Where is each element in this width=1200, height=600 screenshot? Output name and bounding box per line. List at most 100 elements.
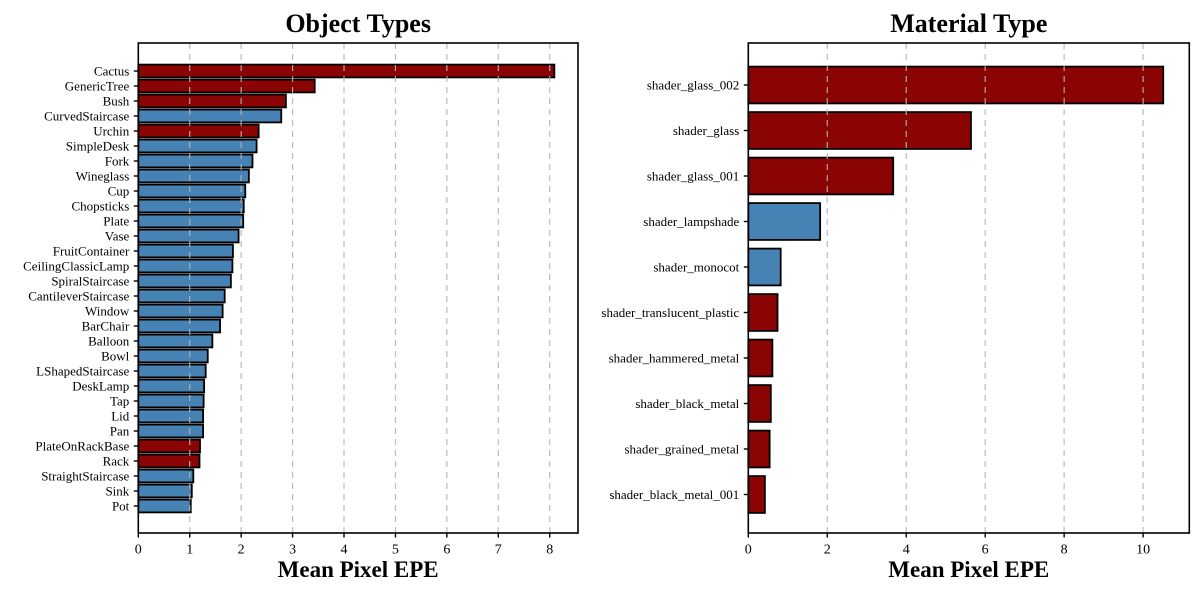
bar-GenericTree: [137, 78, 316, 94]
category-label: BarChair: [82, 319, 130, 334]
bar-Plate: [137, 213, 245, 229]
category-label: shader_black_metal: [635, 396, 739, 411]
category-label: Cactus: [94, 64, 129, 79]
category-label: CantileverStaircase: [28, 289, 129, 304]
category-label: Chopsticks: [72, 199, 130, 214]
bar-FruitContainer: [137, 243, 234, 259]
object-types-panel: 0 1 2 3 4 5 6 7 8 Cactus GenericTree Bush CurvedStai…: [23, 9, 579, 582]
category-label: Bush: [103, 94, 130, 109]
category-label: Lid: [111, 409, 130, 424]
x-tick-label: 6: [443, 543, 450, 558]
category-label: Vase: [105, 229, 130, 244]
bar-BarChair: [137, 318, 221, 334]
bar-SpiralStaircase: [137, 273, 232, 289]
category-label: shader_glass: [673, 123, 739, 138]
bar-Bowl: [137, 348, 209, 364]
axis-frame: [747, 42, 1191, 534]
bar-Bush: [137, 93, 287, 109]
category-label: Cup: [108, 184, 130, 199]
x-tick-label: 10: [1136, 543, 1150, 558]
x-tick-label: 3: [289, 543, 296, 558]
x-tick-label: 5: [392, 543, 399, 558]
bar-shader_glass: [747, 111, 972, 150]
category-label: Wineglass: [76, 169, 130, 184]
category-label: shader_grained_metal: [625, 442, 740, 457]
bar-LShapedStaircase: [137, 363, 207, 379]
category-label: Urchin: [93, 124, 130, 139]
bar-CeilingClassicLamp: [137, 258, 234, 274]
bar-Chopsticks: [137, 198, 245, 214]
category-label: shader_hammered_metal: [609, 351, 740, 366]
category-label: shader_glass_001: [647, 169, 739, 184]
bar-Wineglass: [137, 168, 250, 184]
category-label: Fork: [105, 154, 130, 169]
bar-shader_lampshade: [747, 202, 822, 241]
bar-shader_glass_001: [747, 156, 895, 196]
x-tick-label: 1: [186, 543, 193, 558]
category-label: StraightStaircase: [41, 469, 129, 484]
x-tick-label: 2: [238, 543, 245, 558]
bar-Vase: [137, 228, 240, 244]
bar-shader_glass_002: [747, 65, 1165, 105]
category-label: SimpleDesk: [66, 139, 130, 154]
axis-frame: [137, 42, 579, 534]
x-axis-label: Mean Pixel EPE: [888, 557, 1049, 582]
chart-title: Material Type: [890, 9, 1047, 38]
category-label: PlateOnRackBase: [35, 439, 129, 454]
category-label: Rack: [103, 454, 130, 469]
category-label: FruitContainer: [53, 244, 130, 259]
object-types-chart: 0 1 2 3 4 5 6 7 8 CactusGenericTreeBushCurvedStai…: [23, 9, 579, 582]
bar-SimpleDesk: [137, 138, 258, 154]
bar-shader_monocot: [747, 247, 782, 287]
category-label: Sink: [105, 484, 129, 499]
x-tick-label: 4: [903, 543, 910, 558]
x-tick-label: 4: [341, 543, 348, 558]
x-tick-label: 6: [982, 543, 989, 558]
material-type-panel: 0 2 4 6 8 10 shader_glass_002 shader_glass shade…: [600, 0, 1200, 600]
bar-shader_hammered_metal: [747, 338, 774, 378]
category-label: Balloon: [88, 334, 130, 349]
category-label: SpiralStaircase: [51, 274, 129, 289]
bar-PlateOnRackBase: [137, 438, 201, 454]
bar-Pot: [137, 498, 192, 514]
category-label: CeilingClassicLamp: [23, 259, 129, 274]
bar-Pan: [137, 423, 204, 439]
category-label: shader_lampshade: [643, 214, 739, 229]
category-label: shader_black_metal_001: [609, 487, 739, 502]
bar-CantileverStaircase: [137, 288, 226, 304]
category-label: shader_monocot: [653, 260, 739, 275]
category-label: Tap: [110, 394, 129, 409]
bar-Fork: [137, 153, 254, 169]
bar-Lid: [137, 408, 204, 424]
x-tick-label: 0: [135, 543, 142, 558]
category-label: DeskLamp: [72, 379, 129, 394]
bar-shader_grained_metal: [747, 429, 771, 469]
bar-DeskLamp: [137, 378, 206, 394]
category-label: CurvedStaircase: [44, 109, 129, 124]
category-label: shader_translucent_plastic: [601, 305, 739, 320]
bar-Sink: [137, 483, 193, 499]
chart-title: Object Types: [285, 9, 431, 38]
x-axis-label: Mean Pixel EPE: [278, 557, 439, 582]
category-label: shader_glass_002: [647, 78, 739, 93]
category-label: GenericTree: [65, 79, 130, 94]
bar-Cactus: [137, 63, 556, 79]
category-label: Window: [85, 304, 130, 319]
material-type-chart: 0 2 4 6 8 10 shader_glass_002 shader_glassshade…: [601, 9, 1191, 582]
category-label: Plate: [103, 214, 129, 229]
x-tick-label: 7: [495, 543, 502, 558]
bar-Cup: [137, 183, 247, 199]
x-tick-label: 8: [1061, 543, 1068, 558]
bar-shader_black_metal_001: [747, 475, 766, 514]
category-label: Pot: [112, 499, 130, 514]
category-label: LShapedStaircase: [36, 364, 129, 379]
category-label: Bowl: [101, 349, 130, 364]
x-tick-label: 0: [745, 543, 752, 558]
bar-Tap: [137, 393, 205, 409]
bar-StraightStaircase: [137, 468, 195, 484]
bar-shader_black_metal: [747, 384, 772, 423]
bar-CurvedStaircase: [137, 108, 283, 124]
bar-Window: [137, 303, 224, 319]
bar-shader_translucent_plastic: [747, 293, 779, 332]
